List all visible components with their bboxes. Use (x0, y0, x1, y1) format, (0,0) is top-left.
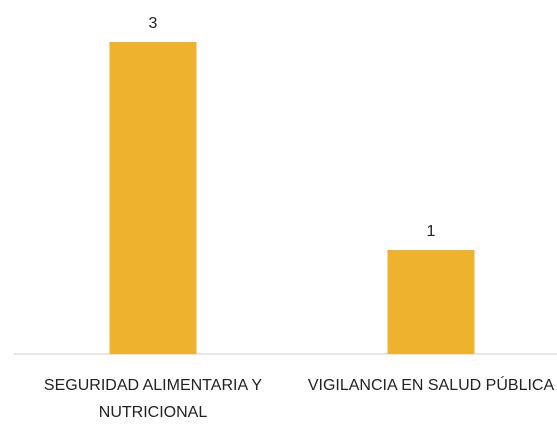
bar (109, 42, 197, 354)
x-tick-label: SEGURIDAD ALIMENTARIA Y NUTRICIONAL (43, 377, 263, 421)
data-label: 1 (427, 223, 436, 240)
data-label: 3 (149, 15, 158, 32)
bar (387, 250, 475, 354)
x-tick-label: VIGILANCIA EN SALUD PÚBLICA (307, 377, 555, 394)
